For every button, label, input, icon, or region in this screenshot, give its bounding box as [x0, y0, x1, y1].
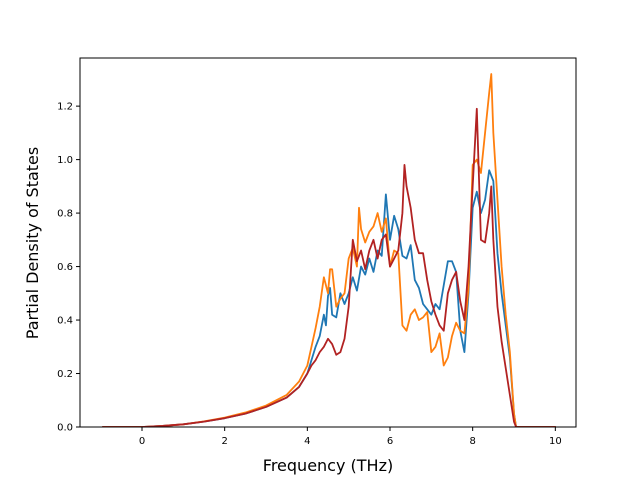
y-tick-label: 0.0	[57, 423, 73, 434]
axes-layer: 0 2 4 6 8 10 0.0 0.2 0.4 0.6 0.8 1.0 1.2	[57, 57, 577, 447]
series-layer	[101, 73, 557, 427]
x-tick-label: 2	[221, 436, 227, 447]
y-tick-label: 0.4	[57, 316, 73, 327]
y-tick-label: 0.6	[57, 262, 73, 273]
y-tick-label: 1.2	[57, 102, 73, 113]
x-tick-label: 4	[304, 436, 310, 447]
x-axis-label: Frequency (THz)	[263, 456, 393, 475]
y-tick-label: 1.0	[57, 155, 73, 166]
x-tick-label: 10	[549, 436, 562, 447]
x-tick-label: 8	[469, 436, 475, 447]
series-line-2	[101, 73, 557, 427]
y-tick-label: 0.8	[57, 209, 73, 220]
plot-frame	[79, 57, 577, 428]
y-tick-label: 0.2	[57, 369, 73, 380]
x-tick-label: 6	[387, 436, 393, 447]
series-line-3	[101, 107, 557, 427]
x-tick-label: 0	[139, 436, 145, 447]
y-axis-label: Partial Density of States	[23, 147, 42, 339]
series-line-1	[101, 169, 557, 427]
